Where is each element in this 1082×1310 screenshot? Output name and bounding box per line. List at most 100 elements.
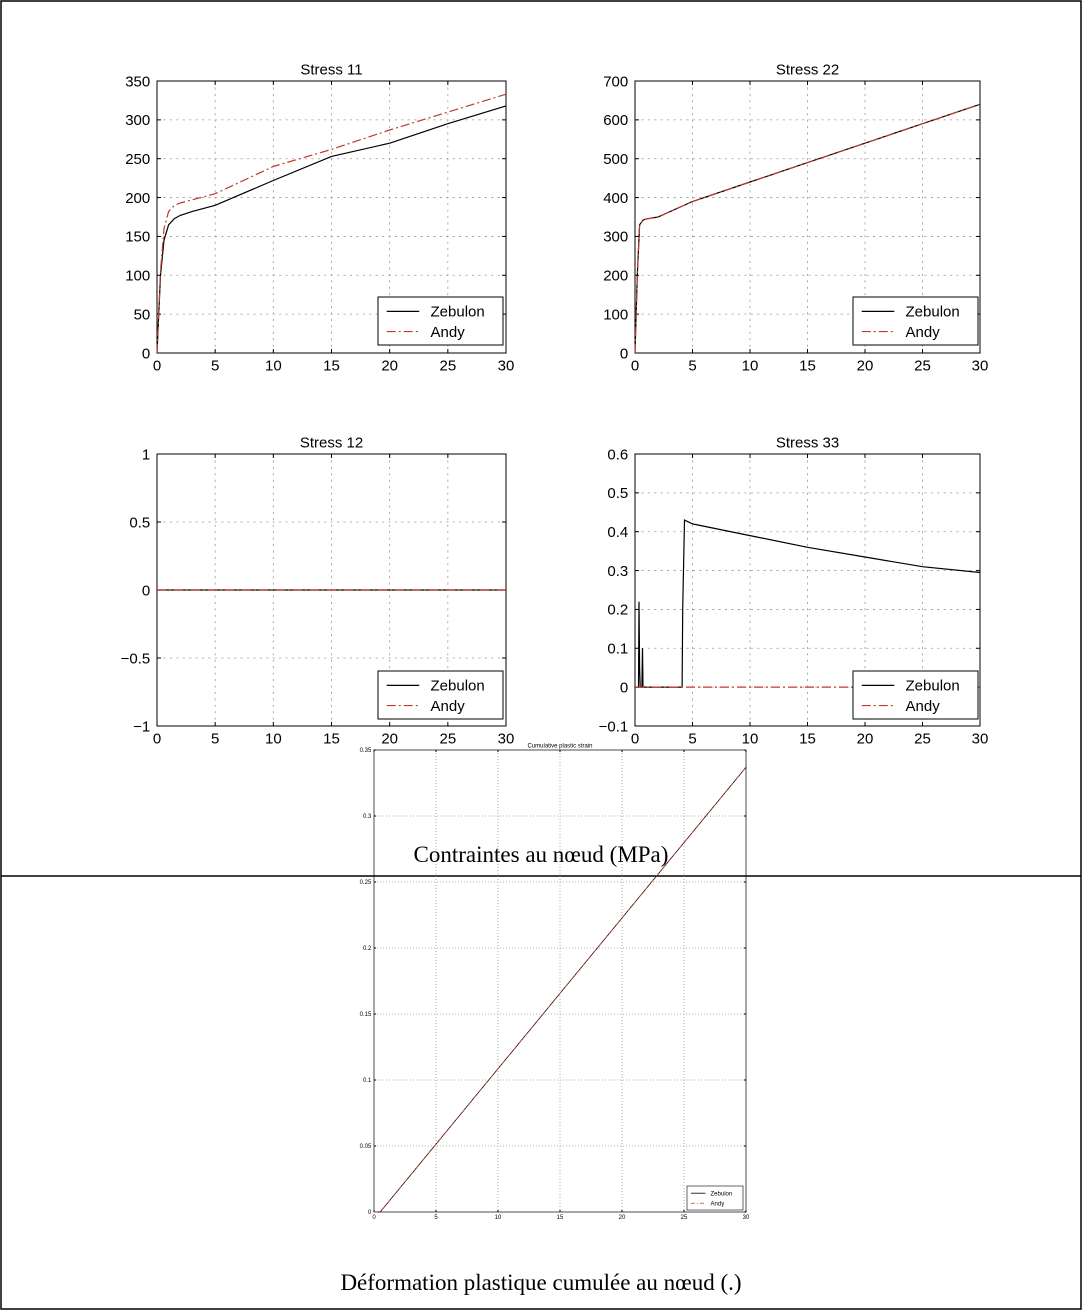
series-line-andy — [374, 766, 747, 1213]
x-tick-label: 30 — [972, 357, 989, 374]
y-tick-label: 0.2 — [363, 946, 372, 952]
x-tick-label: 5 — [211, 730, 219, 747]
y-tick-label: 0.3 — [607, 563, 628, 580]
legend-label-zebulon: Zebulon — [906, 304, 960, 321]
x-tick-label: 30 — [498, 357, 515, 374]
legend-label-andy: Andy — [431, 324, 466, 341]
x-tick-label: 0 — [631, 357, 639, 374]
x-tick-label: 30 — [498, 730, 515, 747]
series-line-zebulon — [156, 105, 507, 354]
x-tick-label: 0 — [153, 730, 161, 747]
legend-box — [852, 670, 979, 720]
y-tick-label: 200 — [603, 268, 628, 285]
x-tick-label: 0 — [631, 730, 639, 747]
y-tick-label: 500 — [603, 151, 628, 168]
x-tick-label: 5 — [688, 730, 696, 747]
y-tick-label: 300 — [603, 229, 628, 246]
y-tick-label: 600 — [603, 112, 628, 129]
y-tick-label: 700 — [603, 73, 628, 90]
x-tick-label: 15 — [323, 357, 340, 374]
x-tick-label: 10 — [495, 1215, 502, 1221]
caption-stress: Contraintes au nœud (MPa) — [413, 842, 669, 867]
legend-box — [852, 296, 979, 346]
y-tick-label: −0.1 — [599, 718, 629, 735]
x-tick-label: 15 — [323, 730, 340, 747]
y-tick-label: 150 — [125, 229, 150, 246]
y-tick-label: 0 — [142, 345, 150, 362]
x-tick-label: 20 — [381, 730, 398, 747]
y-tick-label: 0.35 — [360, 748, 372, 754]
legend-label-zebulon: Zebulon — [711, 1191, 733, 1197]
chart-title: Cumulative plastic strain — [527, 743, 592, 749]
y-tick-label: 0 — [368, 1210, 372, 1216]
chart-title: Stress 33 — [776, 434, 839, 451]
y-tick-label: 0.3 — [363, 814, 372, 820]
y-tick-label: 0 — [620, 345, 628, 362]
y-tick-label: 350 — [125, 73, 150, 90]
x-tick-label: 20 — [857, 357, 874, 374]
caption-plastic-strain: Déformation plastique cumulée au nœud (.… — [340, 1270, 742, 1295]
x-tick-label: 5 — [211, 357, 219, 374]
x-tick-label: 20 — [619, 1215, 626, 1221]
x-tick-label: 10 — [742, 357, 759, 374]
x-tick-label: 30 — [743, 1215, 750, 1221]
y-tick-label: 300 — [125, 112, 150, 129]
x-tick-label: 25 — [914, 357, 931, 374]
y-tick-label: 0.1 — [363, 1078, 372, 1084]
x-tick-label: 10 — [265, 357, 282, 374]
y-tick-label: 0.5 — [607, 485, 628, 502]
y-tick-label: 250 — [125, 151, 150, 168]
legend-box — [377, 670, 504, 720]
x-tick-label: 25 — [439, 357, 456, 374]
y-tick-label: 0 — [620, 679, 628, 696]
y-tick-label: −1 — [133, 718, 150, 735]
x-tick-label: 0 — [372, 1215, 376, 1221]
y-tick-label: 0 — [142, 582, 150, 599]
x-tick-label: 10 — [265, 730, 282, 747]
legend-label-zebulon: Zebulon — [431, 304, 485, 321]
chart-title: Stress 12 — [300, 434, 363, 451]
x-tick-label: 15 — [799, 730, 816, 747]
series-line-andy — [156, 93, 507, 354]
legend-label-andy: Andy — [906, 324, 941, 341]
y-tick-label: 400 — [603, 190, 628, 207]
x-tick-label: 25 — [914, 730, 931, 747]
y-tick-label: 0.15 — [360, 1012, 372, 1018]
x-tick-label: 5 — [434, 1215, 438, 1221]
x-tick-label: 0 — [153, 357, 161, 374]
y-tick-label: 200 — [125, 190, 150, 207]
x-tick-label: 20 — [381, 357, 398, 374]
legend-box — [686, 1185, 744, 1211]
legend-label-zebulon: Zebulon — [906, 678, 960, 695]
y-tick-label: 50 — [134, 306, 151, 323]
x-tick-label: 15 — [557, 1215, 564, 1221]
y-tick-label: −0.5 — [121, 650, 151, 667]
x-tick-label: 5 — [688, 357, 696, 374]
x-tick-label: 20 — [857, 730, 874, 747]
y-tick-label: 0.6 — [607, 446, 628, 463]
y-tick-label: 100 — [603, 306, 628, 323]
x-tick-label: 15 — [799, 357, 816, 374]
legend-label-zebulon: Zebulon — [431, 678, 485, 695]
legend-label-andy: Andy — [711, 1201, 725, 1207]
x-tick-label: 25 — [681, 1215, 688, 1221]
chart-title: Stress 22 — [776, 61, 839, 78]
y-tick-label: 100 — [125, 268, 150, 285]
legend-label-andy: Andy — [431, 698, 466, 715]
legend-box — [377, 296, 504, 346]
legend-label-andy: Andy — [906, 698, 941, 715]
x-tick-label: 25 — [439, 730, 456, 747]
x-tick-label: 10 — [742, 730, 759, 747]
y-tick-label: 0.5 — [129, 514, 150, 531]
y-tick-label: 0.1 — [607, 641, 628, 658]
y-tick-label: 0.2 — [607, 602, 628, 619]
y-tick-label: 0.25 — [360, 880, 372, 886]
series-line-zebulon — [374, 766, 747, 1213]
x-tick-label: 30 — [972, 730, 989, 747]
